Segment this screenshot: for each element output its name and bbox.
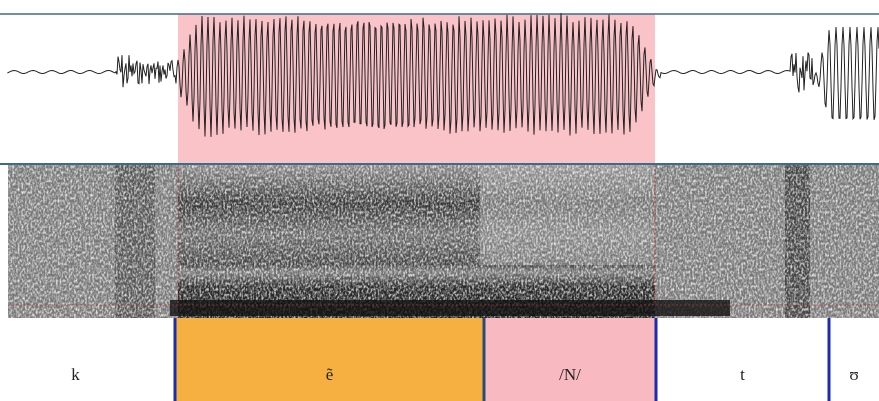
text-tier: k ẽ/N/t ʊ (0, 318, 879, 401)
segment[interactable] (175, 318, 484, 401)
praat-window: k ẽ/N/t ʊ (0, 0, 879, 401)
segment-label: ʊ (849, 365, 858, 384)
segment[interactable] (0, 318, 175, 401)
spectrogram (8, 165, 879, 318)
segment-label: t (740, 365, 745, 384)
segment-label: ẽ (326, 365, 334, 384)
segment[interactable] (829, 318, 879, 401)
segment[interactable] (484, 318, 656, 401)
segment-label: k (71, 365, 80, 384)
segment-label: /N/ (559, 365, 581, 384)
segment[interactable] (656, 318, 829, 401)
